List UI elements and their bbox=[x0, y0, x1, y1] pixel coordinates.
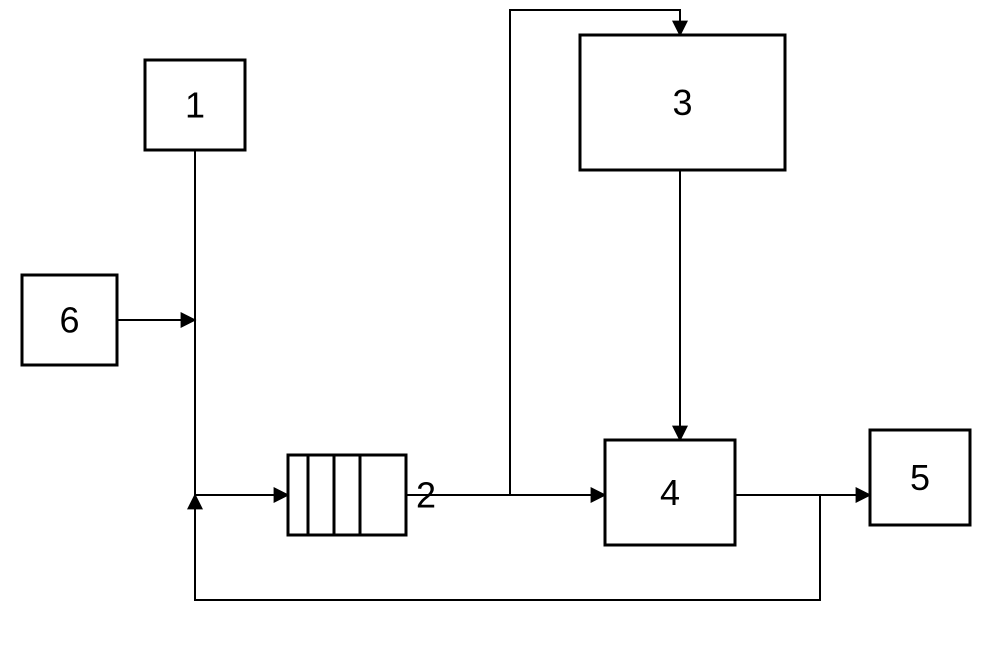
node-n3-label: 3 bbox=[672, 82, 692, 123]
node-n4-label: 4 bbox=[660, 472, 680, 513]
flowchart-canvas: 1 2 3 4 5 6 bbox=[0, 0, 1000, 667]
node-n5: 5 bbox=[870, 430, 970, 525]
edge-e_1_to_2 bbox=[195, 150, 288, 495]
node-n1: 1 bbox=[145, 60, 245, 150]
node-n5-label: 5 bbox=[910, 457, 930, 498]
node-n6: 6 bbox=[22, 275, 117, 365]
node-n2-inner-0 bbox=[308, 455, 334, 535]
node-n1-label: 1 bbox=[185, 85, 205, 126]
node-n2-inner-1 bbox=[334, 455, 360, 535]
node-n6-label: 6 bbox=[59, 300, 79, 341]
node-n4: 4 bbox=[605, 440, 735, 545]
node-n3: 3 bbox=[580, 35, 785, 170]
node-n2-label: 2 bbox=[416, 475, 436, 516]
